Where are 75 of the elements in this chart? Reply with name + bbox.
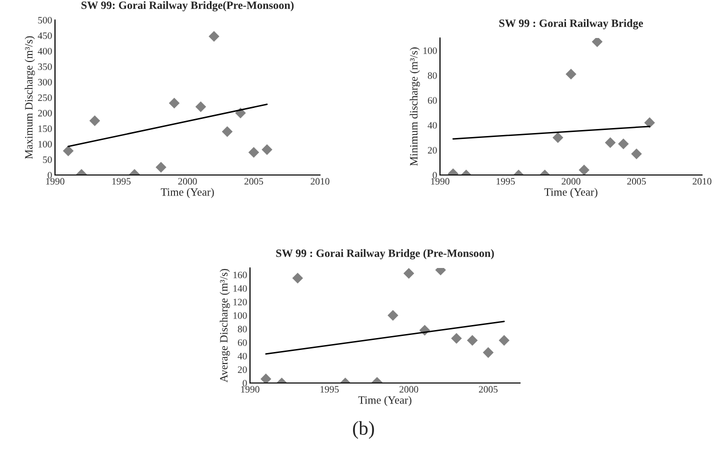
- point: [482, 347, 494, 358]
- point: [262, 144, 272, 155]
- x-axis-title: Time (Year): [544, 188, 598, 198]
- point: [168, 98, 180, 108]
- x-tick-label: 2005: [478, 386, 498, 393]
- y-tick-label: 450: [38, 32, 52, 39]
- y-tick-label: 350: [38, 63, 52, 70]
- y-tick-label: 250: [38, 94, 52, 101]
- point: [631, 148, 642, 160]
- x-tick-label: 2010: [692, 178, 712, 185]
- point: [248, 146, 260, 158]
- y-tick-label: 50: [43, 156, 52, 163]
- chart-title: SW 99 : Gorai Railway Bridge (Pre-Monsoon): [276, 249, 494, 260]
- y-tick-label: 120: [233, 298, 247, 306]
- point: [451, 332, 462, 344]
- y-tick-label: 500: [38, 16, 52, 24]
- point: [62, 145, 74, 156]
- y-tick-label: 80: [428, 72, 437, 79]
- x-tick-label: 1995: [320, 386, 339, 393]
- text: (b): [353, 421, 374, 439]
- point: [222, 126, 233, 137]
- y-tick-label: 80: [238, 326, 247, 332]
- y-tick-label: 150: [38, 125, 52, 132]
- point: [578, 164, 590, 175]
- y-tick-label: 0: [242, 380, 247, 386]
- x-tick-label: 1990: [431, 178, 450, 185]
- y-tick-label: 160: [233, 272, 247, 278]
- point: [156, 162, 166, 173]
- point: [466, 335, 478, 346]
- x-tick-label: 1995: [112, 178, 131, 185]
- point: [208, 31, 220, 42]
- y-tick-label: 300: [38, 78, 52, 86]
- y-tick-label: 0: [432, 172, 437, 178]
- x-tick-label: 2005: [244, 178, 264, 185]
- x-tick-label: 1995: [496, 178, 515, 185]
- x-tick-label: 2010: [310, 178, 330, 185]
- chart-title: SW 99: Gorai Railway Bridge(Pre-Monsoon): [82, 1, 294, 12]
- point: [644, 117, 655, 128]
- y-tick-label: 40: [238, 352, 247, 360]
- y-tick-label: 140: [233, 285, 247, 292]
- x-axis-title: Time (Year): [358, 396, 412, 406]
- y-tick-label: 20: [238, 366, 247, 373]
- y-axis-title: Average Discharge (m³/s): [220, 268, 230, 382]
- point: [260, 374, 272, 383]
- y-tick-label: 40: [428, 122, 437, 129]
- y-tick-label: 0: [48, 172, 52, 178]
- point: [566, 68, 576, 80]
- x-tick-label: 1990: [241, 386, 260, 393]
- point: [618, 138, 629, 150]
- point: [195, 101, 206, 112]
- point: [292, 272, 304, 284]
- point: [552, 132, 564, 144]
- x-tick-label: 2005: [627, 178, 646, 185]
- x-axis-title: Time (Year): [160, 188, 214, 198]
- y-axis-title: Minimum discharge (m³/s): [410, 47, 420, 166]
- y-tick-label: 100: [38, 140, 52, 148]
- point: [498, 335, 510, 346]
- chart-title: SW 99 : Gorai Railway Bridge: [499, 19, 643, 30]
- y-tick-label: 60: [238, 339, 247, 346]
- point: [403, 268, 414, 279]
- y-axis-title: Maximum Discharge (m³/s): [24, 36, 35, 159]
- y-tick-label: 100: [423, 47, 437, 54]
- x-tick-label: 2000: [562, 178, 580, 185]
- y-tick-label: 60: [428, 97, 437, 104]
- y-tick-label: 100: [233, 312, 247, 319]
- y-tick-label: 20: [428, 147, 437, 154]
- x-tick-label: 2000: [400, 386, 418, 393]
- point: [388, 310, 398, 321]
- point: [604, 137, 616, 148]
- y-tick-label: 200: [38, 110, 52, 116]
- point: [89, 115, 100, 126]
- x-tick-label: 2000: [178, 178, 197, 185]
- x-tick-label: 1990: [46, 178, 64, 185]
- y-tick-label: 400: [38, 48, 52, 54]
- point: [592, 38, 603, 48]
